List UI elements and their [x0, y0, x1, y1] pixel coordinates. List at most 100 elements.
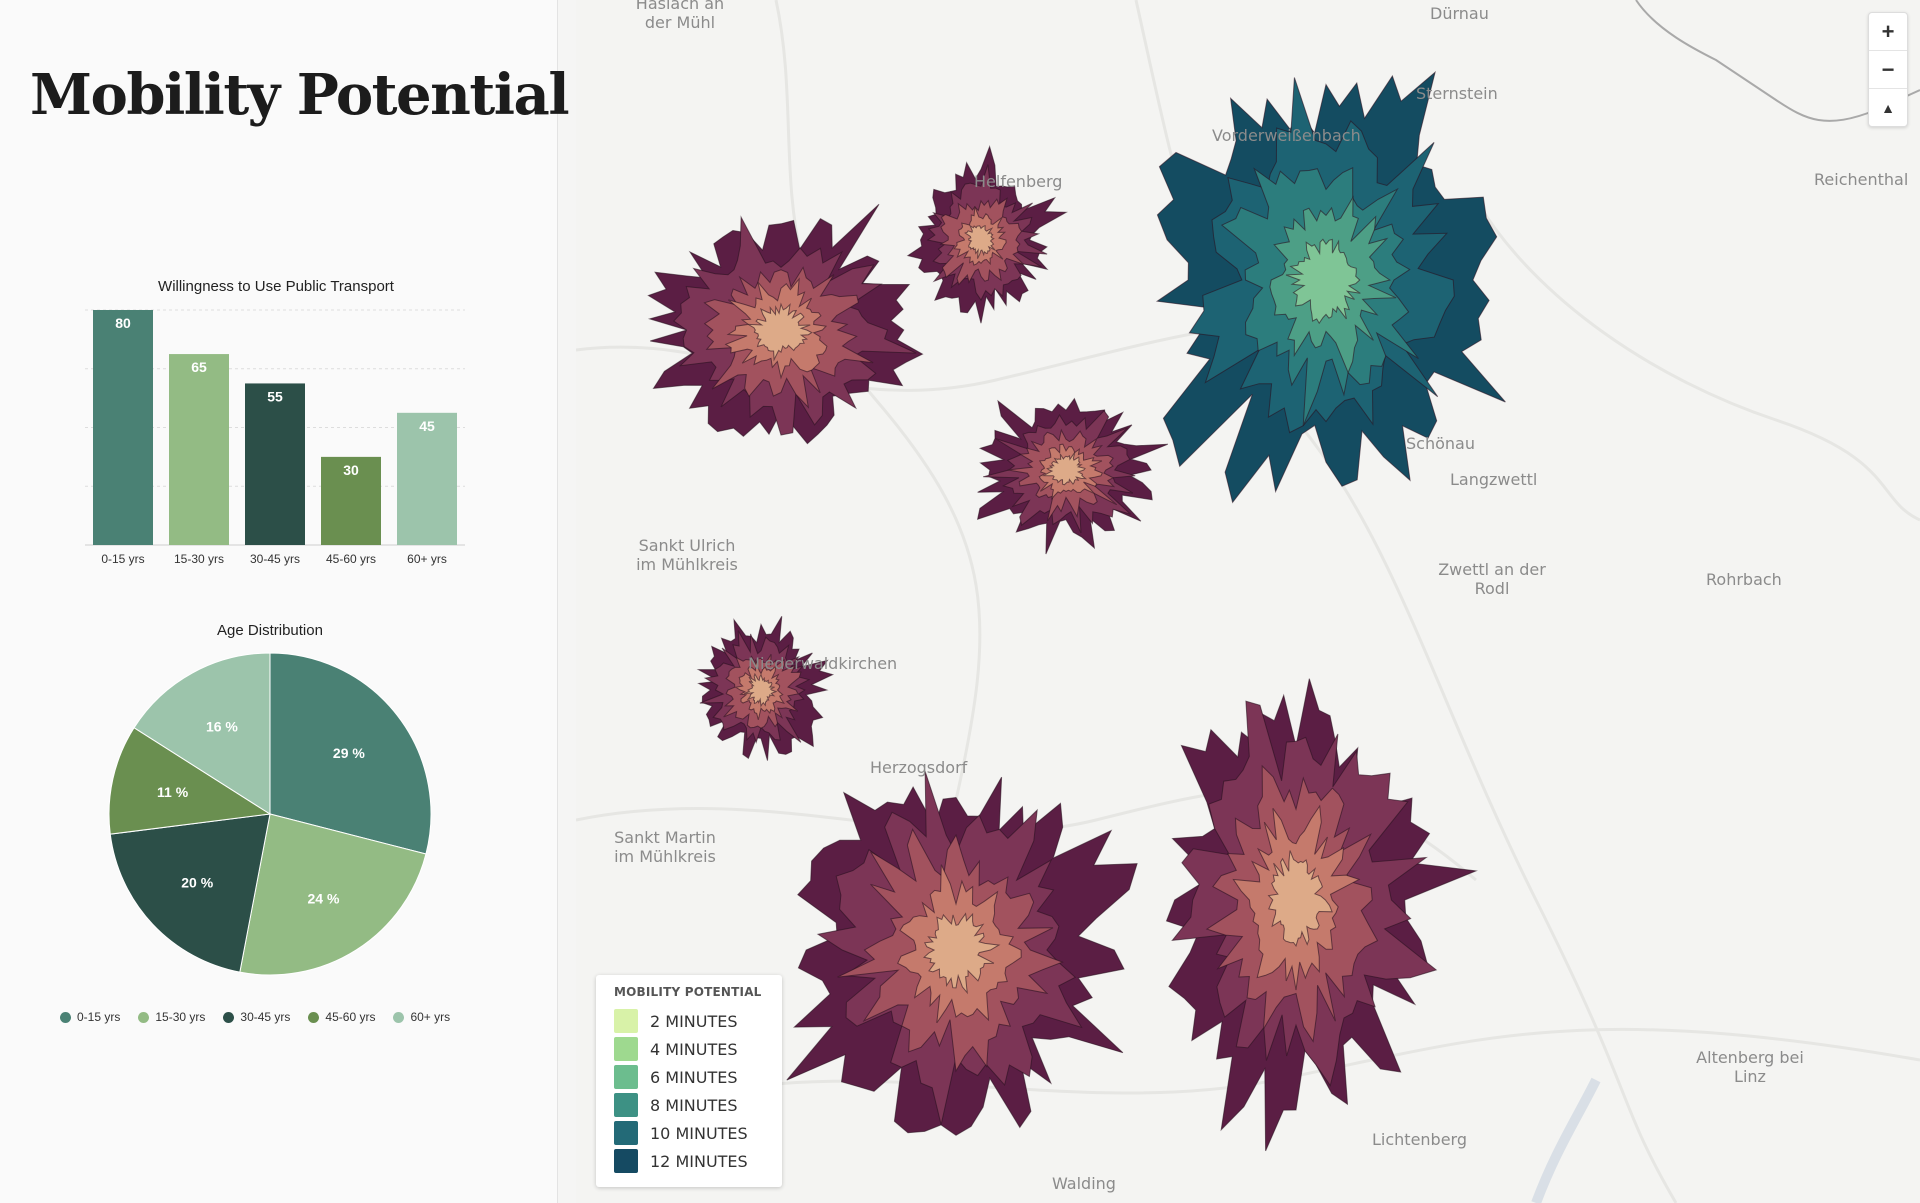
river	[1531, 1077, 1601, 1203]
isochrone-cluster	[1155, 70, 1506, 504]
map-legend-items: 2 MINUTES 4 MINUTES 6 MINUTES 8 MINUTES 10 M…	[614, 1007, 766, 1175]
pie-legend-entry: 15-30 yrs	[138, 1010, 205, 1024]
bar-category-label: 45-60 yrs	[326, 552, 376, 566]
isochrone-band	[1042, 452, 1088, 486]
legend-dot-icon	[60, 1011, 71, 1023]
bar-value-label: 45	[419, 418, 435, 434]
place-label: Rohrbach	[1706, 570, 1782, 589]
map-view[interactable]: Haslach an der Mühl Dürnau Sternstein Vorde…	[576, 0, 1920, 1203]
bar-value-label: 65	[191, 359, 207, 375]
pie-slice	[108, 727, 272, 835]
bar-chart-title: Willingness to Use Public Transport	[158, 278, 394, 295]
isochrone-band	[744, 672, 778, 708]
bar	[169, 354, 229, 545]
place-label: Vorderweißenbach	[1212, 126, 1361, 145]
place-label: Sternstein	[1416, 84, 1498, 103]
pie-value-label: 24 %	[308, 890, 340, 906]
pie-legend: 0-15 yrs 15-30 yrs 30-45 yrs 45-60 yrs 60+ y…	[60, 1010, 500, 1024]
zoom-out-button[interactable]: −	[1869, 51, 1907, 89]
legend-swatch	[614, 1009, 638, 1033]
bar	[245, 383, 305, 545]
bar-category-label: 30-45 yrs	[250, 552, 300, 566]
map-legend-row: 10 MINUTES	[614, 1119, 766, 1147]
place-label: Sankt Ulrich im Mühlkreis	[636, 536, 738, 574]
map-legend-label: 8 MINUTES	[650, 1095, 738, 1115]
isochrone-band	[964, 224, 996, 259]
place-label: Herzogsdorf	[870, 758, 968, 777]
isochrone-band	[748, 302, 813, 362]
bar-value-label: 55	[267, 388, 283, 404]
isochrone-cluster	[906, 145, 1068, 324]
pie-legend-entry: 0-15 yrs	[60, 1010, 120, 1024]
map-legend-row: 2 MINUTES	[614, 1007, 766, 1035]
legend-dot-icon	[223, 1011, 235, 1023]
pie-legend-label: 0-15 yrs	[77, 1010, 121, 1024]
place-label: Zwettl an der Rodl	[1438, 560, 1546, 598]
zoom-controls: + − ▲	[1868, 12, 1908, 127]
legend-swatch	[614, 1121, 638, 1145]
isochrone-cluster	[976, 397, 1169, 555]
place-label: Sankt Martin im Mühlkreis	[614, 828, 716, 866]
map-legend-label: 4 MINUTES	[650, 1039, 738, 1059]
pie-legend-label: 15-30 yrs	[155, 1010, 206, 1024]
legend-dot-icon	[138, 1011, 150, 1023]
legend-dot-icon	[308, 1011, 320, 1023]
place-label: Altenberg bei Linz	[1696, 1048, 1804, 1086]
bar-category-label: 0-15 yrs	[101, 552, 144, 566]
bar	[397, 412, 457, 545]
pie-legend-label: 45-60 yrs	[325, 1010, 376, 1024]
map-legend-row: 6 MINUTES	[614, 1063, 766, 1091]
pie-legend-entry: 30-45 yrs	[223, 1010, 290, 1024]
bar-category-label: 15-30 yrs	[174, 552, 224, 566]
pie-slice	[109, 813, 271, 973]
pie-slice	[269, 652, 432, 855]
zoom-in-button[interactable]: +	[1869, 13, 1907, 51]
place-label: Dürnau	[1430, 4, 1489, 23]
isochrone-band	[923, 912, 1001, 995]
map-legend-label: 2 MINUTES	[650, 1011, 738, 1031]
page-title: Mobility Potential	[30, 62, 570, 128]
isochrone-layer	[647, 70, 1506, 1152]
isochrone-cluster	[647, 203, 924, 445]
place-label: Schönau	[1406, 434, 1475, 453]
map-legend-row: 12 MINUTES	[614, 1147, 766, 1175]
map-legend-label: 10 MINUTES	[650, 1123, 748, 1143]
pie-value-label: 29 %	[333, 745, 365, 761]
compass-reset-button[interactable]: ▲	[1881, 99, 1895, 116]
isochrone-cluster	[696, 616, 835, 761]
place-label: Reichenthal	[1814, 170, 1909, 189]
pie-value-label: 16 %	[206, 719, 238, 735]
pie-slice	[133, 652, 271, 815]
bar-value-label: 30	[343, 462, 359, 478]
pie-value-label: 11 %	[157, 784, 189, 800]
place-label: Lichtenberg	[1372, 1130, 1468, 1149]
pie-chart: 29 % 24 % 20 % 11 % 16 %	[108, 652, 432, 976]
legend-swatch	[614, 1149, 638, 1173]
map-legend: MOBILITY POTENTIAL 2 MINUTES 4 MINUTES 6 M…	[596, 975, 782, 1187]
pie-legend-label: 30-45 yrs	[240, 1010, 291, 1024]
bar	[93, 310, 153, 545]
isochrone-band	[1285, 238, 1361, 325]
map-canvas[interactable]	[576, 0, 1920, 1203]
map-legend-row: 4 MINUTES	[614, 1035, 766, 1063]
legend-swatch	[614, 1093, 638, 1117]
legend-dot-icon	[393, 1011, 405, 1023]
map-legend-label: 12 MINUTES	[650, 1151, 748, 1171]
place-label: Haslach an der Mühl	[635, 0, 725, 32]
map-legend-label: 6 MINUTES	[650, 1067, 738, 1087]
bar-value-label: 80	[115, 315, 131, 331]
legend-swatch	[614, 1037, 638, 1061]
legend-swatch	[614, 1065, 638, 1089]
isochrone-cluster	[786, 771, 1138, 1136]
pie-chart-title: Age Distribution	[217, 622, 323, 639]
pie-value-label: 20 %	[181, 874, 213, 890]
pie-slice	[239, 813, 427, 976]
place-label: Langzwettl	[1450, 470, 1538, 489]
bar	[321, 456, 381, 545]
bar-category-label: 60+ yrs	[407, 552, 447, 566]
bar-chart: 80 0-15 yrs 65 15-30 yrs 55 30-45 yrs 30 45-60 …	[85, 309, 465, 566]
map-legend-row: 8 MINUTES	[614, 1091, 766, 1119]
place-label: Helfenberg	[974, 172, 1063, 191]
place-label: Walding	[1052, 1174, 1116, 1193]
